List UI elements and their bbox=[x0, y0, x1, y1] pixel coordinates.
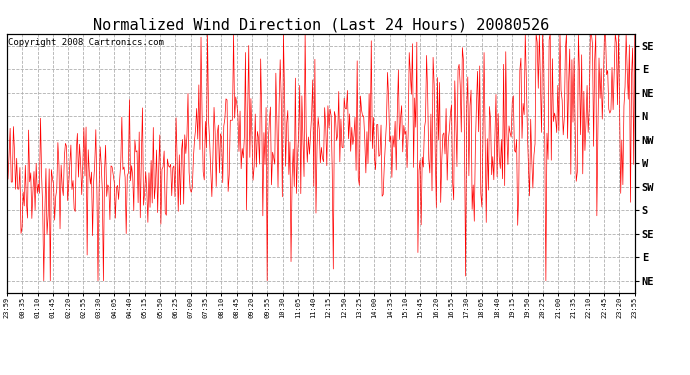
Text: Copyright 2008 Cartronics.com: Copyright 2008 Cartronics.com bbox=[8, 38, 164, 46]
Title: Normalized Wind Direction (Last 24 Hours) 20080526: Normalized Wind Direction (Last 24 Hours… bbox=[92, 18, 549, 33]
